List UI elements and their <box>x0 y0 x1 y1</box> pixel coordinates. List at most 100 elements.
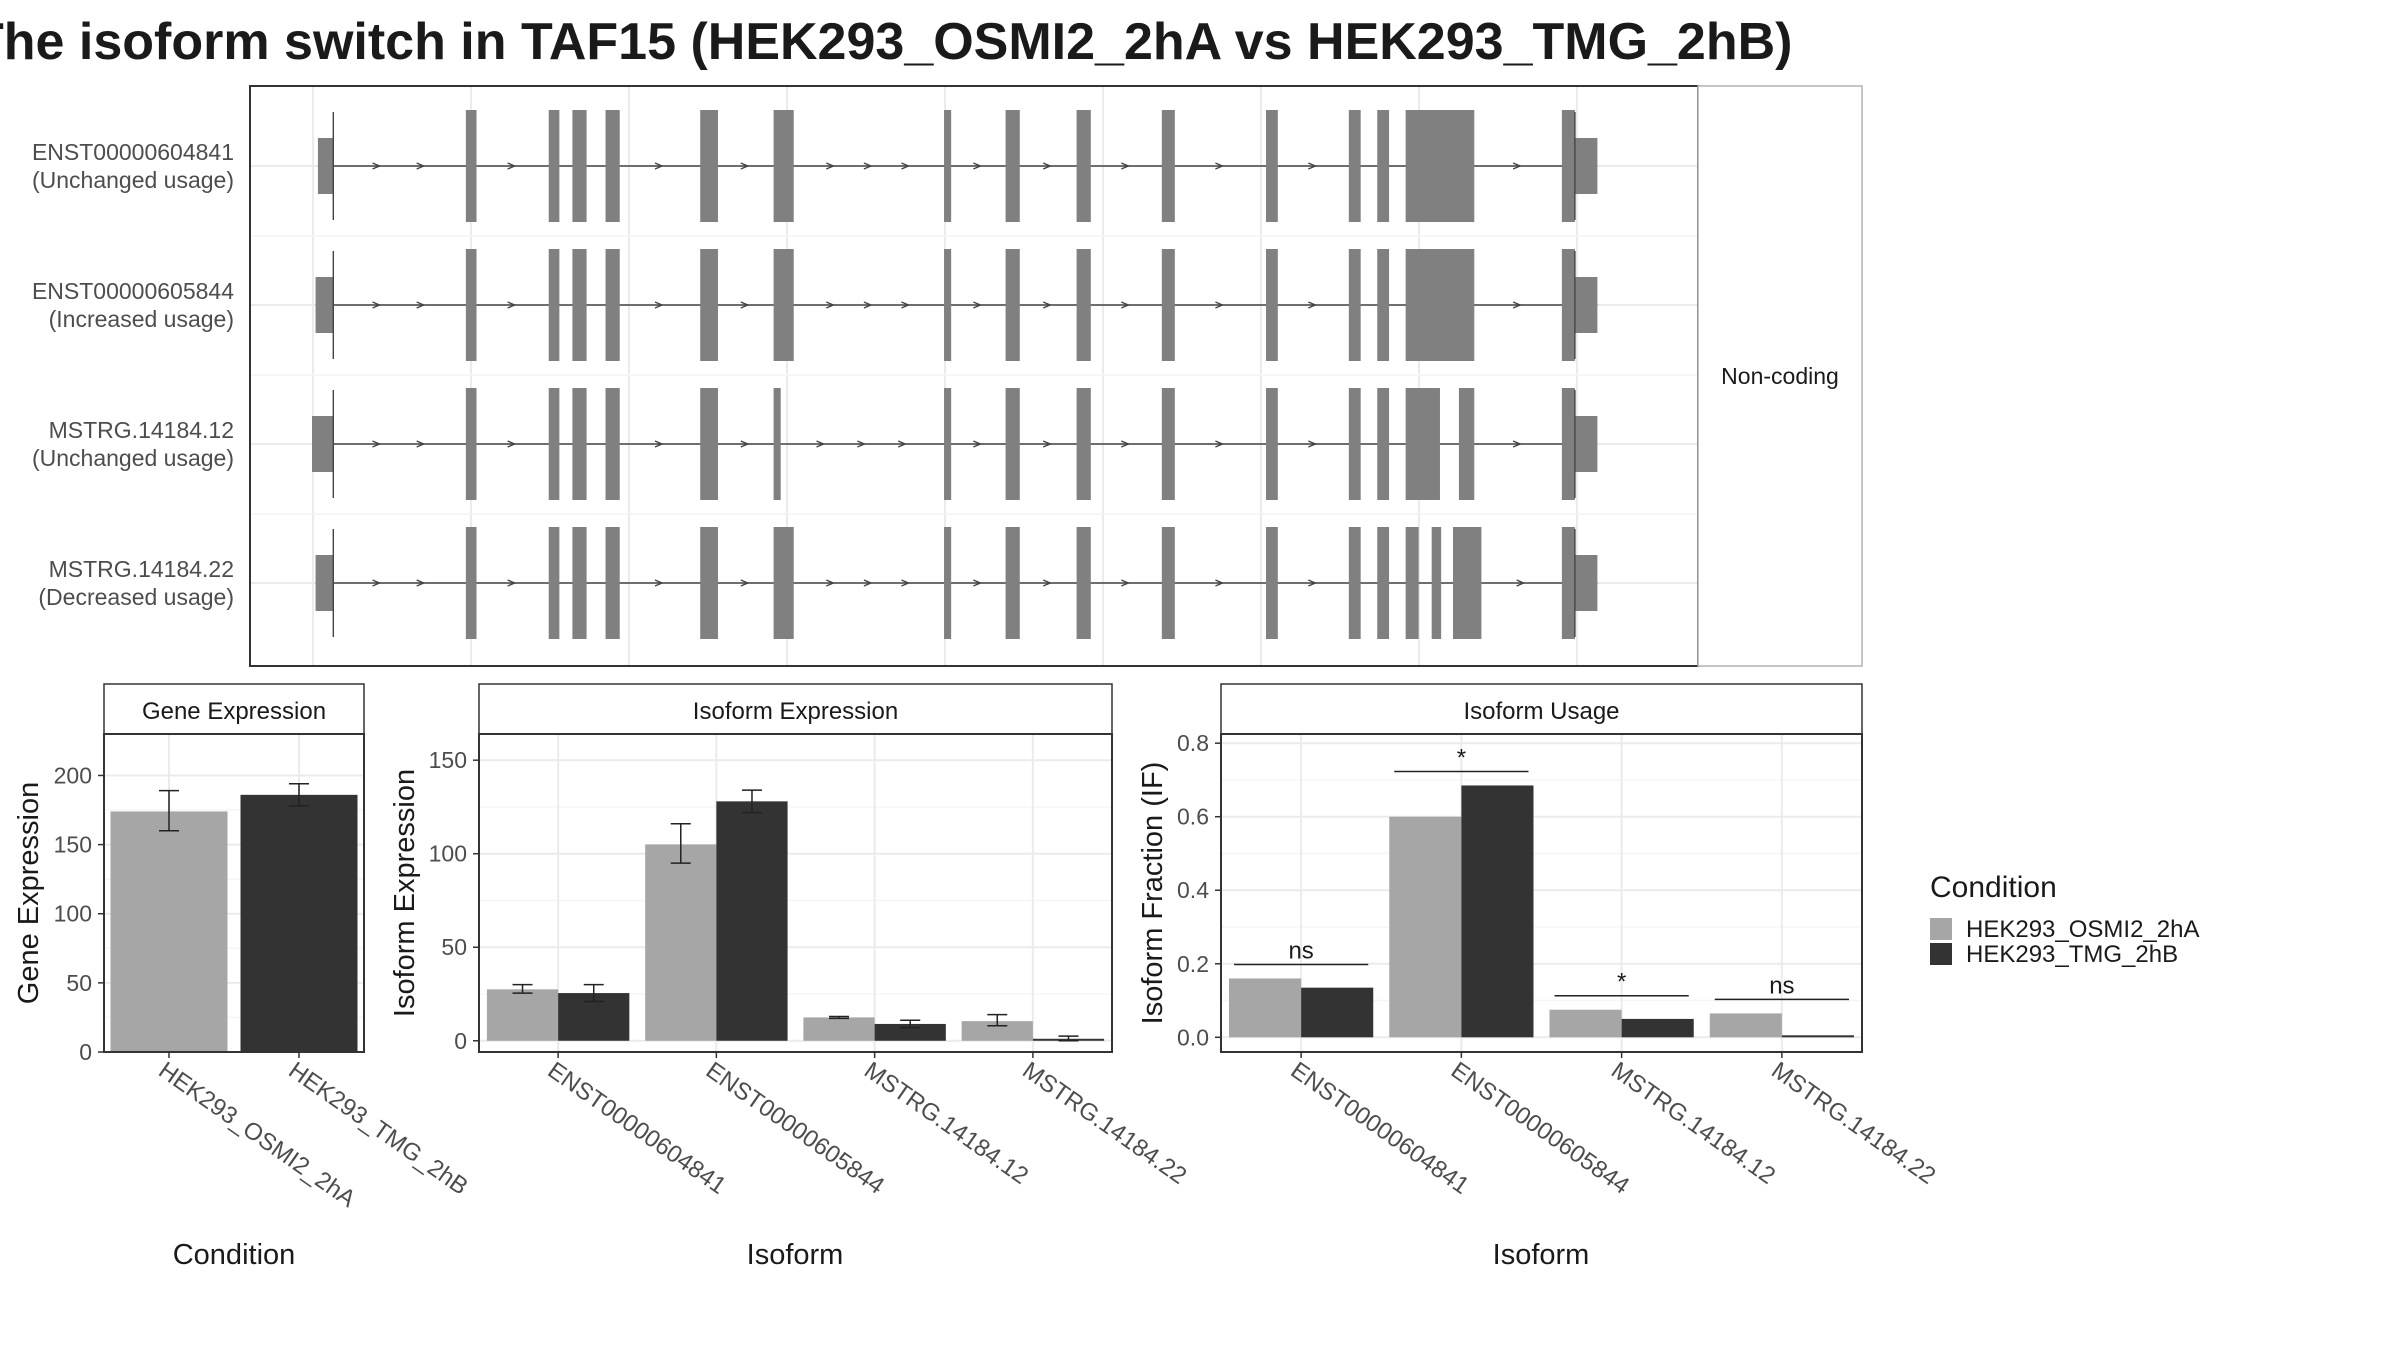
page-title-text: The isoform switch in TAF15 (HEK293_OSMI… <box>0 13 1793 71</box>
bar-HEK293_OSMI2_2hA-MSTRG.14184.22 <box>961 1021 1033 1041</box>
strand-arrow <box>816 440 826 448</box>
bar-HEK293_OSMI2_2hA <box>110 811 228 1052</box>
exon-block <box>1005 527 1020 639</box>
page-title: The isoform switch in TAF15 (HEK293_OSMI… <box>0 10 1880 74</box>
strand-arrow <box>973 579 983 587</box>
bar-HEK293_TMG_2hB-MSTRG.14184.12 <box>874 1023 946 1041</box>
strand-arrow <box>1512 440 1522 448</box>
exon-block <box>1348 388 1361 500</box>
significance-label: * <box>1457 744 1466 771</box>
strand-arrow <box>1308 301 1318 309</box>
strand-arrow <box>1121 162 1131 170</box>
structure-strip <box>1697 85 1863 667</box>
x-axis-title: Condition <box>173 1239 296 1271</box>
exon-block <box>1161 110 1175 222</box>
exon-block <box>572 110 587 222</box>
strand-arrow <box>1121 440 1131 448</box>
error-bar <box>900 1019 921 1029</box>
transcript-id-label: ENST00000604841 <box>32 139 234 165</box>
x-tick-label: MSTRG.14184.22 <box>1766 1057 1940 1190</box>
strand-arrow <box>740 301 750 309</box>
exon-block <box>1348 527 1361 639</box>
y-axis-title: Isoform Fraction (IF) <box>1137 762 1169 1025</box>
exon-block <box>465 110 477 222</box>
exon-block <box>773 527 794 639</box>
error-bar <box>670 823 691 864</box>
bar-HEK293_OSMI2_2hA-MSTRG.14184.22 <box>1709 1013 1782 1038</box>
exon-block <box>1405 249 1475 361</box>
exon-block <box>1265 110 1278 222</box>
strand-arrow <box>372 162 382 170</box>
exon-block <box>1561 249 1575 361</box>
strand-arrow <box>507 162 517 170</box>
exon-block <box>605 249 620 361</box>
exon-block <box>572 527 587 639</box>
exon-block <box>548 110 560 222</box>
strand-arrow <box>740 440 750 448</box>
legend-swatch <box>1930 943 1952 965</box>
transcript-usage-label: (Unchanged usage) <box>32 445 234 471</box>
utr-block <box>1574 277 1598 333</box>
exon-block <box>1076 110 1091 222</box>
panel-title: Isoform Usage <box>1463 698 1619 725</box>
bar-HEK293_TMG_2hB-ENST00000605844 <box>716 801 788 1041</box>
error-bar <box>987 1013 1008 1027</box>
y-tick-label: 0.4 <box>1177 877 1209 903</box>
exon-block <box>1161 527 1175 639</box>
strand-arrow <box>416 162 426 170</box>
transcript-usage-label: (Decreased usage) <box>38 584 234 610</box>
panel-frame <box>103 733 365 1053</box>
bar-HEK293_OSMI2_2hA-ENST00000604841 <box>1229 978 1302 1038</box>
strand-arrow <box>1215 440 1225 448</box>
utr-block <box>1574 555 1598 611</box>
bar-HEK293_OSMI2_2hA-ENST00000605844 <box>645 844 717 1041</box>
y-tick-label: 0 <box>79 1039 92 1065</box>
exon-block <box>1431 527 1442 639</box>
strand-arrow <box>372 440 382 448</box>
exon-block <box>944 527 952 639</box>
exon-block <box>1348 110 1361 222</box>
exon-block <box>700 110 718 222</box>
y-tick-label: 0 <box>454 1028 467 1054</box>
exon-block <box>465 249 477 361</box>
bar-HEK293_OSMI2_2hA-MSTRG.14184.12 <box>1549 1009 1622 1038</box>
exon-block <box>548 249 560 361</box>
strand-arrow <box>1308 440 1318 448</box>
significance-label: ns <box>1769 972 1794 999</box>
exon-block <box>1377 249 1390 361</box>
strand-arrow <box>901 579 911 587</box>
strand-arrow <box>826 301 836 309</box>
x-tick-label: MSTRG.14184.12 <box>859 1057 1033 1190</box>
bar-HEK293_OSMI2_2hA-ENST00000604841 <box>486 989 559 1041</box>
strand-arrow <box>857 440 867 448</box>
utr-block <box>315 555 334 611</box>
bar-HEK293_OSMI2_2hA-ENST00000605844 <box>1389 816 1462 1038</box>
strand-arrow <box>507 579 517 587</box>
exon-block <box>1161 388 1175 500</box>
exon-block <box>1265 527 1278 639</box>
exon-block <box>548 527 560 639</box>
strand-arrow <box>973 301 983 309</box>
strand-arrow <box>901 301 911 309</box>
legend-item-label: HEK293_TMG_2hB <box>1966 941 2178 968</box>
strand-arrow <box>372 301 382 309</box>
exon-block <box>1348 249 1361 361</box>
x-axis-title: Isoform <box>1493 1239 1590 1271</box>
exon-block <box>548 388 560 500</box>
x-tick-label: MSTRG.14184.22 <box>1017 1057 1191 1190</box>
y-tick-label: 50 <box>66 970 92 996</box>
exon-block <box>1405 388 1440 500</box>
bar-HEK293_TMG_2hB <box>240 794 358 1052</box>
utr-block <box>1574 416 1598 472</box>
strand-arrow <box>1308 162 1318 170</box>
strand-arrow <box>826 579 836 587</box>
exon-block <box>1561 110 1575 222</box>
y-tick-label: 200 <box>54 762 92 788</box>
y-tick-label: 0.6 <box>1177 804 1209 830</box>
exon-block <box>944 388 952 500</box>
exon-block <box>944 249 952 361</box>
strand-arrow <box>416 440 426 448</box>
exon-block <box>1076 527 1091 639</box>
legend-title: Condition <box>1930 871 2057 904</box>
